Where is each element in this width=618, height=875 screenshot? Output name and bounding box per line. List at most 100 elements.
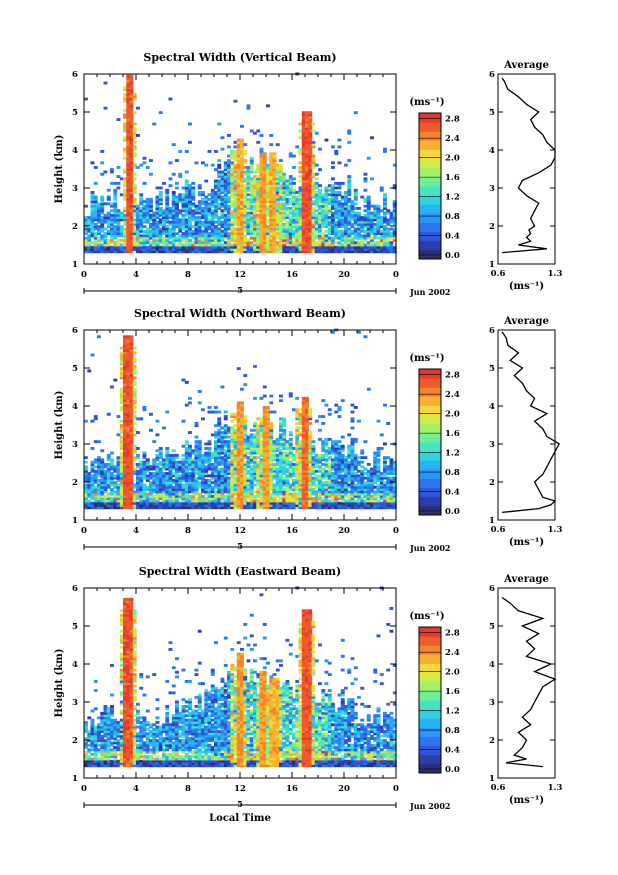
heatmap-cell (249, 129, 254, 133)
heatmap-cell (236, 419, 241, 423)
heatmap-cell (240, 406, 244, 409)
heatmap-cell (240, 166, 244, 169)
heatmap-cell (266, 483, 270, 487)
heatmap-cell (331, 245, 335, 249)
heatmap-cell (253, 248, 257, 251)
heatmap-cell (119, 492, 124, 496)
heatmap-cell (246, 207, 251, 210)
heatmap-cell (90, 419, 95, 423)
heatmap-cell (227, 250, 231, 254)
heatmap-cell (282, 236, 287, 240)
heatmap-cell (126, 467, 131, 471)
heatmap-cell (227, 435, 231, 439)
heatmap-cell (256, 177, 261, 181)
heatmap-cell (90, 213, 95, 217)
panel-2: Spectral Width (Northward Beam)0 4 8 12 16 20… (54, 307, 562, 553)
heatmap-cell (230, 442, 235, 446)
heatmap-cell (214, 150, 218, 153)
heatmap-cell (152, 238, 157, 242)
heatmap-cell (171, 481, 176, 485)
heatmap-cell (142, 501, 147, 505)
heatmap-cell (363, 172, 368, 176)
heatmap-cell (90, 207, 95, 210)
heatmap-cell (236, 170, 241, 174)
heatmap-cell (295, 213, 300, 217)
heatmap-cell (246, 456, 251, 460)
heatmap-cell (188, 122, 192, 126)
heatmap-cell (142, 156, 147, 160)
heatmap-cell (162, 481, 166, 485)
heatmap-cell (207, 250, 212, 254)
heatmap-cell (188, 460, 192, 464)
heatmap-cell (220, 476, 225, 480)
heatmap-cell (207, 501, 212, 505)
heatmap-cell (84, 460, 88, 464)
heatmap-cell (103, 485, 108, 489)
heatmap-cell (132, 472, 137, 475)
heatmap-cell (223, 501, 228, 505)
heatmap-cell (116, 166, 121, 169)
heatmap-cell (204, 504, 209, 507)
heatmap-cell (262, 488, 267, 491)
heatmap-cell (236, 145, 241, 149)
heatmap-cell (217, 238, 222, 242)
heatmap-cell (256, 227, 261, 231)
heatmap-cell (240, 497, 244, 501)
heatmap-cell (129, 147, 134, 151)
heatmap-cell (243, 383, 248, 387)
heatmap-cell (168, 220, 173, 224)
heatmap-cell (230, 179, 235, 183)
heatmap-cell (110, 479, 114, 482)
heatmap-cell (344, 211, 348, 215)
heatmap-cell (184, 440, 189, 444)
heatmap-cell (266, 497, 270, 501)
heatmap-cell (266, 410, 270, 414)
heatmap-cell (197, 234, 202, 238)
heatmap-cell (93, 236, 98, 240)
heatmap-cell (181, 467, 186, 471)
heatmap-cell (184, 403, 189, 407)
heatmap-cell (191, 211, 196, 215)
heatmap-cell (301, 152, 306, 156)
heatmap-cell (194, 451, 199, 455)
heatmap-cell (97, 216, 101, 219)
heatmap-cell (262, 170, 267, 174)
heatmap-cell (253, 216, 257, 219)
heatmap-cell (275, 444, 280, 448)
heatmap-cell (305, 159, 309, 162)
heatmap-cell (386, 209, 391, 213)
heatmap-cell (259, 485, 264, 489)
heatmap-cell (210, 227, 215, 231)
heatmap-cell (262, 433, 267, 437)
heatmap-cell (269, 154, 274, 158)
heatmap-cell (262, 483, 267, 487)
heatmap-cell (340, 238, 345, 242)
colorbar-swatch (419, 140, 441, 150)
heatmap-cell (136, 134, 140, 137)
heatmap-cell (87, 243, 92, 247)
heatmap-cell (279, 213, 283, 217)
heatmap-cell (308, 147, 313, 151)
heatmap-cell (275, 232, 280, 235)
heatmap-cell (100, 499, 105, 503)
heatmap-cell (126, 497, 131, 501)
heatmap-cell (217, 218, 222, 222)
heatmap-cell (165, 506, 170, 510)
heatmap-cell (126, 181, 131, 185)
heatmap-cell (139, 417, 144, 421)
heatmap-cell (103, 234, 108, 238)
heatmap-cell (106, 243, 111, 247)
heatmap-cell (298, 225, 303, 229)
heatmap-cell (269, 447, 274, 450)
heatmap-cell (282, 225, 287, 229)
heatmap-cell (305, 236, 309, 240)
heatmap-cell (123, 150, 127, 153)
heatmap-cell (116, 238, 121, 242)
heatmap-cell (275, 236, 280, 240)
heatmap-cell (155, 220, 160, 224)
heatmap-cell (233, 152, 238, 156)
heatmap-cell (337, 200, 342, 204)
heatmap-cell (162, 243, 166, 247)
heatmap-cell (123, 184, 127, 188)
heatmap-cell (188, 483, 192, 487)
